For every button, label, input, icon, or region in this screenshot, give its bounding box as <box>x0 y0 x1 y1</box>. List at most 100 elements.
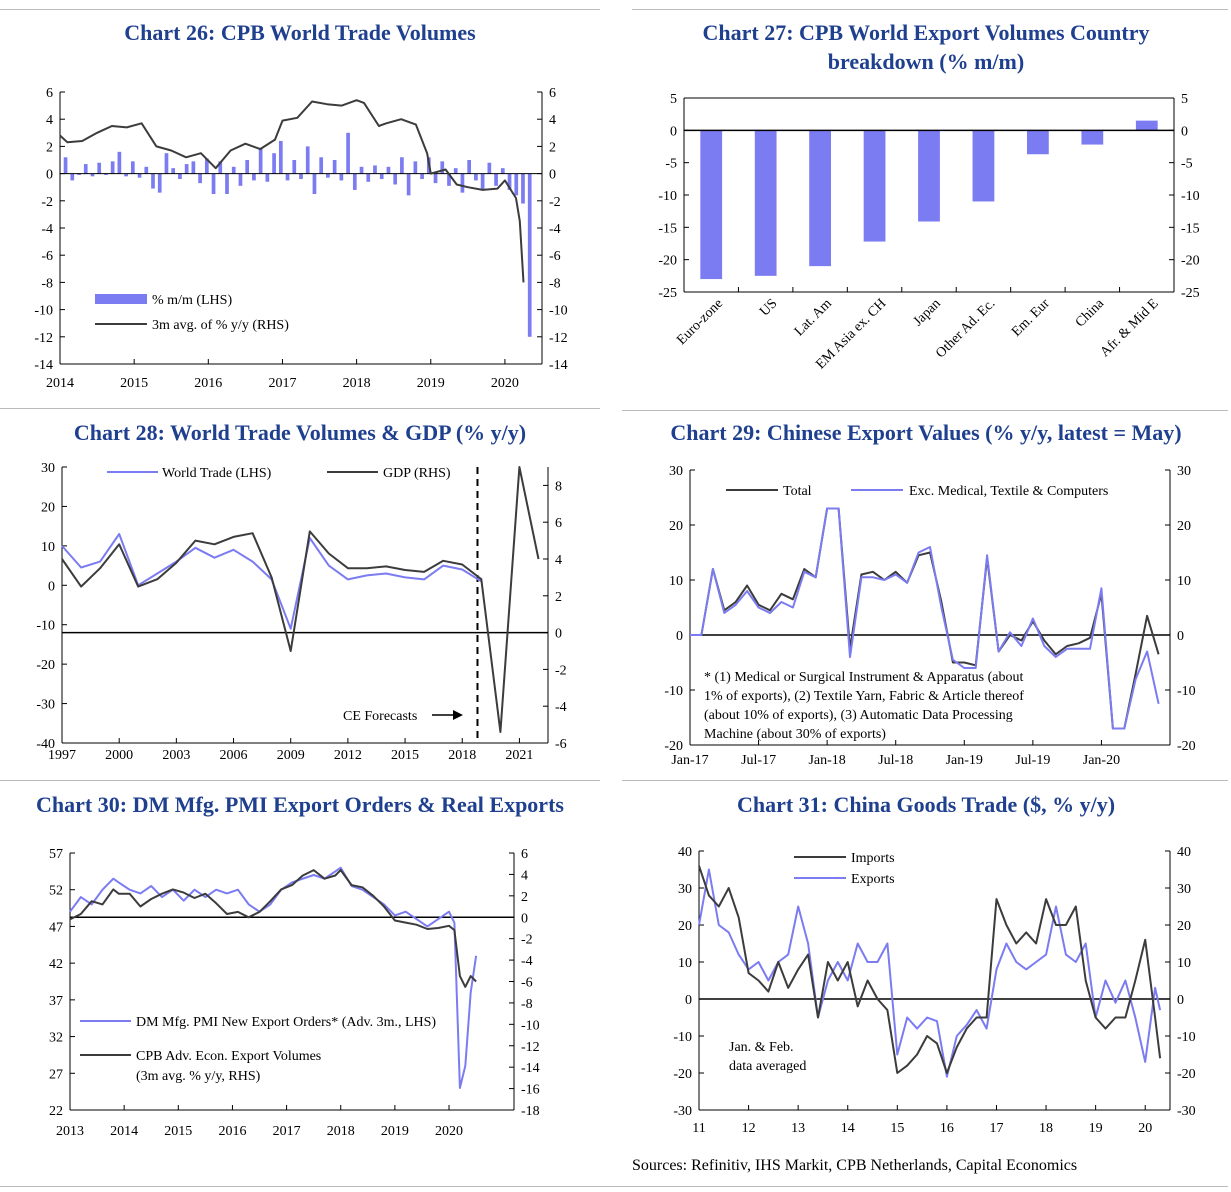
c29-y-right-tick-label: 20 <box>1177 519 1191 534</box>
c30-x-tick-label: 2014 <box>110 1124 138 1139</box>
c27-bar <box>754 130 777 276</box>
c31-annotation-line: data averaged <box>729 1059 806 1074</box>
c26-bar <box>285 173 290 181</box>
c26-y-right-tick-label: -12 <box>549 331 568 346</box>
c27-bar <box>863 130 886 242</box>
chart-26-svg: -14 -12 -10 -8 -6 -4 -2 0 2 4 6 -14 -12 -10 -8 -6 -4 -2 0 2… <box>34 86 568 391</box>
c30-y-right-tick-label: -8 <box>521 997 533 1012</box>
c26-bar <box>339 173 344 181</box>
c27-y-left-tick-label: -20 <box>658 254 677 269</box>
c31-y-right-tick-label: 40 <box>1177 845 1191 860</box>
c31-y-left-tick-label: 10 <box>678 956 692 971</box>
c26-y-left-tick-label: -4 <box>41 222 53 237</box>
c26-bar <box>400 157 404 174</box>
c30-y-right-tick-label: -10 <box>521 1018 540 1033</box>
c26-bar <box>359 166 364 174</box>
c27-y-right-tick-label: -10 <box>1181 189 1200 204</box>
c30-y-right-tick-label: -4 <box>521 954 533 969</box>
c26-bar <box>460 173 465 193</box>
c26-bar <box>164 153 169 174</box>
chart-27-panel: Chart 27: CPB World Export Volumes Count… <box>622 0 1230 405</box>
c26-bar <box>447 173 451 186</box>
c29-y-left-tick-label: 10 <box>669 574 683 589</box>
c26-y-right-tick-label: -10 <box>549 304 568 319</box>
c26-y-right-tick-label: -14 <box>549 358 568 373</box>
c26-y-right-tick-label: 6 <box>549 86 556 101</box>
c26-y-right-tick-label: -4 <box>549 222 561 237</box>
c29-legend-label-total: Total <box>783 484 812 499</box>
chart-30-title: Chart 30: DM Mfg. PMI Export Orders & Re… <box>36 792 564 817</box>
c26-bar <box>252 173 256 181</box>
c26-y-left-tick-label: -2 <box>41 195 53 210</box>
c26-x-tick-label: 2014 <box>46 376 74 391</box>
c30-y-right-tick-label: 0 <box>521 911 528 926</box>
c26-bar <box>373 165 377 174</box>
chart-30-svg: 2227323742475257-18-16-14-12-10-8-6-4-20… <box>49 847 540 1139</box>
rule-left-2 <box>0 408 600 409</box>
c30-y-left-tick-label: 57 <box>49 847 63 862</box>
c30-y-left-tick-label: 32 <box>49 1031 63 1046</box>
c27-category-label: China <box>1073 296 1108 331</box>
bottom-rule <box>0 1186 1228 1187</box>
c26-y-right-tick-label: -8 <box>549 276 561 291</box>
c31-legend-label-exports: Exports <box>851 872 895 887</box>
c28-legend-label-trade: World Trade (LHS) <box>162 466 272 481</box>
rule-left-3 <box>0 780 600 781</box>
c28-line-gdp <box>61 466 540 733</box>
c28-y-right-tick-label: 2 <box>555 590 562 605</box>
c26-bar <box>326 173 330 178</box>
c31-line-imports <box>698 865 1162 1074</box>
c27-y-left-tick-label: 0 <box>670 124 677 139</box>
c31-x-tick-label: 18 <box>1039 1121 1053 1136</box>
c26-y-right-tick-label: -6 <box>549 249 561 264</box>
c26-y-left-tick-label: -12 <box>34 331 53 346</box>
c26-bar <box>144 166 149 174</box>
c26-bar <box>292 160 297 174</box>
c26-bar <box>70 173 75 181</box>
c28-annotation: CE Forecasts <box>343 709 417 724</box>
chart-27-svg: -25 -20 -15 -10 -5 0 5 -25 -20 -15 -10 -5 0 5 Euro-zon… <box>658 92 1200 372</box>
c30-legend-label-cpb: CPB Adv. Econ. Export Volumes <box>136 1049 321 1064</box>
c26-bar <box>346 132 350 174</box>
c26-bar <box>130 161 135 174</box>
c28-y-right-tick-label: -4 <box>555 700 567 715</box>
c30-legend-label-cpb-2: (3m avg. % y/y, RHS) <box>136 1069 261 1084</box>
chart-26-title: Chart 26: CPB World Trade Volumes <box>124 20 476 45</box>
c26-bar <box>110 161 115 174</box>
rule-right-2 <box>622 410 1228 411</box>
c31-y-left-tick-label: -10 <box>673 1030 692 1045</box>
c26-y-left-tick-label: 2 <box>46 140 53 155</box>
c26-bar <box>137 173 142 178</box>
c30-y-left-tick-label: 42 <box>49 957 63 972</box>
c27-category-label: Afr. & Mid E <box>1098 296 1162 360</box>
c26-y-left-tick-label: -8 <box>41 276 53 291</box>
c26-bar <box>191 161 196 174</box>
c31-y-right-tick-label: 20 <box>1177 919 1191 934</box>
c26-y-left-tick-label: 6 <box>46 86 53 101</box>
c26-bar <box>184 164 189 174</box>
c27-category-label: Other Ad. Ec. <box>933 296 998 361</box>
c27-bar <box>972 130 995 202</box>
c29-y-left-tick-label: -10 <box>664 684 683 699</box>
c27-y-left-tick-label: -5 <box>665 157 677 172</box>
c28-legend-label-gdp: GDP (RHS) <box>383 466 451 481</box>
c28-annotation-arrow-head <box>453 710 463 720</box>
c27-category-label: Lat. Am <box>792 296 835 339</box>
c29-footnote-line: Machine (about 30% of exports) <box>704 727 886 742</box>
c26-bar <box>433 173 438 184</box>
c28-y-right-tick-label: 8 <box>555 479 562 494</box>
c26-bar <box>218 161 223 174</box>
c28-x-tick-label: 2006 <box>220 748 248 763</box>
c26-bar <box>97 162 102 174</box>
c27-y-right-tick-label: 0 <box>1181 124 1188 139</box>
chart-29-panel: Chart 29: Chinese Export Values (% y/y, … <box>622 410 1230 780</box>
c29-x-tick-label: Jan-19 <box>946 753 983 768</box>
c31-x-tick-label: 19 <box>1089 1121 1103 1136</box>
c31-y-right-tick-label: -20 <box>1177 1067 1196 1082</box>
c31-y-left-tick-label: 0 <box>685 993 692 1008</box>
c29-footnote-line: * (1) Medical or Surgical Instrument & A… <box>704 670 1023 685</box>
chart-26-panel: Chart 26: CPB World Trade Volumes -14 -12… <box>0 0 600 405</box>
c31-x-tick-label: 15 <box>890 1121 904 1136</box>
c26-bar <box>474 173 478 181</box>
c29-legend-label-exc: Exc. Medical, Textile & Computers <box>909 484 1108 499</box>
